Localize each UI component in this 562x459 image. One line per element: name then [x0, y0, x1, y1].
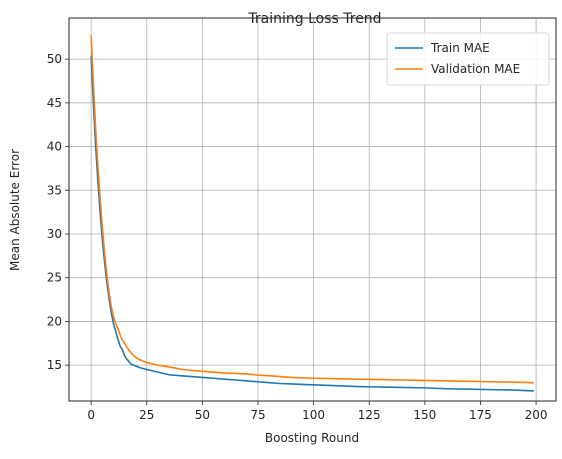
- x-tick-label: 100: [302, 408, 325, 422]
- legend-label: Train MAE: [430, 41, 490, 55]
- x-tick-label: 150: [413, 408, 436, 422]
- x-tick-label: 0: [87, 408, 95, 422]
- x-tick-label: 175: [469, 408, 492, 422]
- y-tick-label: 30: [47, 227, 62, 241]
- x-tick-label: 125: [358, 408, 381, 422]
- y-tick-label: 40: [47, 140, 62, 154]
- plot-frame: [68, 17, 557, 402]
- series-line-0: [90, 56, 534, 392]
- x-tick-label: 25: [139, 408, 154, 422]
- chart-title: Training Loss Trend: [247, 11, 381, 27]
- x-tick-label: 200: [525, 408, 548, 422]
- y-tick-label: 25: [47, 271, 62, 285]
- y-tick-label: 35: [47, 183, 62, 197]
- series-line-1: [90, 35, 534, 384]
- y-tick-label: 50: [47, 52, 62, 66]
- y-axis-label: Mean Absolute Error: [8, 149, 22, 271]
- legend-box: [386, 32, 550, 86]
- x-axis-label: Boosting Round: [265, 431, 359, 445]
- ticks: 0 25 50 75 100 125 150 175 200 15 20 25 30 35 40 45 50: [47, 52, 548, 422]
- y-tick-label: 20: [47, 314, 62, 328]
- legend-label: Validation MAE: [431, 62, 520, 76]
- x-tick-label: 75: [250, 408, 265, 422]
- series-layer: [90, 35, 534, 392]
- y-tick-label: 15: [47, 358, 62, 372]
- x-tick-label: 50: [195, 408, 210, 422]
- legend: Train MAE Validation MAE: [386, 32, 550, 86]
- y-tick-label: 45: [47, 96, 62, 110]
